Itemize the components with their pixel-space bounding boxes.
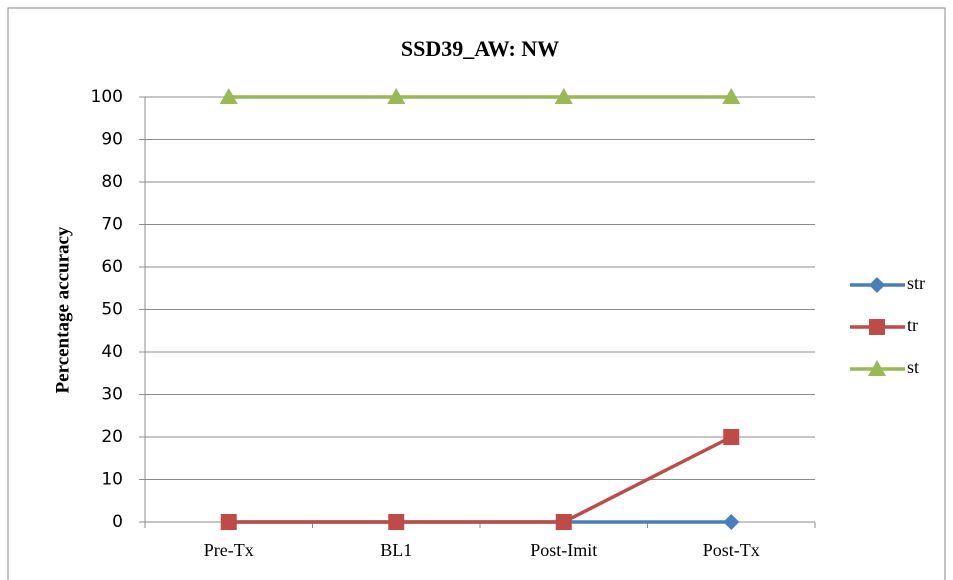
chart-frame — [7, 7, 946, 580]
data-point — [555, 514, 572, 530]
data-point — [723, 514, 740, 530]
legend-label: st — [907, 357, 919, 377]
x-tick-label: Pre-Tx — [204, 540, 254, 560]
y-tick-label: 30 — [101, 385, 123, 405]
data-point — [554, 88, 573, 104]
y-tick-label: 60 — [101, 257, 123, 277]
legend-label: tr — [907, 315, 918, 335]
y-tick-label: 10 — [101, 470, 123, 490]
chart-title: SSD39_AW: NW — [401, 36, 559, 61]
y-tick-label: 70 — [101, 215, 123, 235]
data-point — [722, 88, 741, 104]
y-tick-label: 50 — [101, 300, 123, 320]
legend-marker — [869, 319, 885, 335]
y-tick-label: 100 — [91, 87, 123, 107]
x-tick-label: BL1 — [380, 540, 412, 560]
legend-marker — [869, 277, 885, 293]
y-tick-label: 80 — [101, 172, 123, 192]
y-axis-label: Percentage accuracy — [52, 226, 73, 393]
x-tick-label: Post-Imit — [530, 540, 597, 560]
legend-marker — [868, 360, 886, 376]
data-point — [723, 429, 740, 445]
y-tick-label: 20 — [101, 427, 123, 447]
y-tick-label: 0 — [112, 512, 123, 532]
series-line — [228, 435, 733, 524]
x-tick-label: Post-Tx — [703, 540, 760, 560]
data-point — [388, 514, 405, 530]
data-point — [220, 514, 237, 530]
data-point — [219, 88, 238, 104]
y-tick-label: 90 — [101, 130, 123, 150]
data-point — [387, 88, 406, 104]
y-tick-label: 40 — [101, 342, 123, 362]
legend-label: str — [907, 273, 925, 293]
